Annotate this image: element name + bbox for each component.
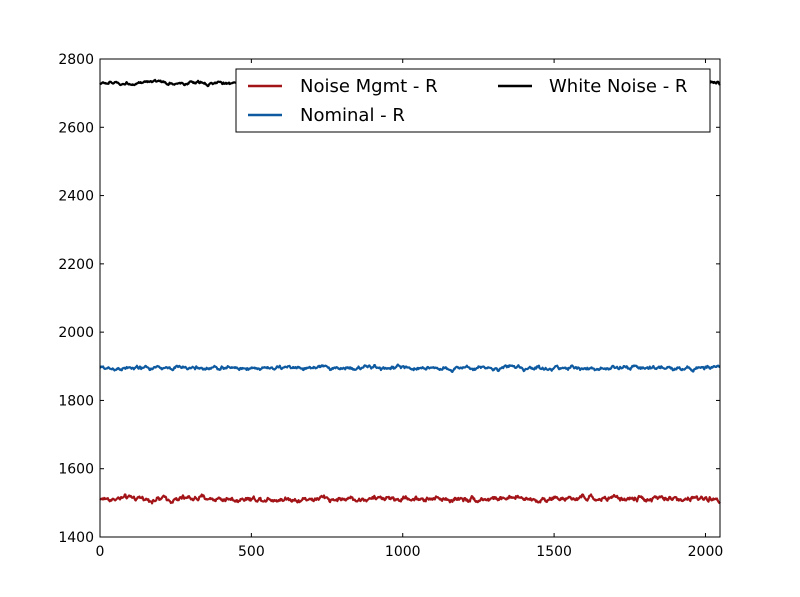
y-tick-label: 2400 bbox=[58, 189, 94, 205]
x-tick-label: 1000 bbox=[385, 544, 421, 560]
y-tick-label: 1800 bbox=[58, 393, 94, 409]
y-tick-label: 2800 bbox=[58, 52, 94, 68]
y-tick-label: 1400 bbox=[58, 530, 94, 546]
ticks-layer: 0 500 1000 1500 2000 1400 1600 1800 2000 2200 2400… bbox=[58, 52, 723, 560]
y-tick-label: 1600 bbox=[58, 462, 94, 478]
x-tick-label: 2000 bbox=[688, 544, 724, 560]
legend-label-nominal: Nominal - R bbox=[300, 105, 405, 126]
x-tick-label: 1500 bbox=[536, 544, 572, 560]
y-tick-label: 2600 bbox=[58, 120, 94, 136]
plot-frame bbox=[99, 58, 721, 538]
x-tick-label: 500 bbox=[238, 544, 265, 560]
series-noise-mgmt-line bbox=[99, 493, 721, 505]
series-nominal-line bbox=[99, 363, 721, 373]
y-tick-label: 2000 bbox=[58, 325, 94, 341]
x-tick-label: 0 bbox=[96, 544, 105, 560]
y-tick-label: 2200 bbox=[58, 257, 94, 273]
legend-label-white-noise: White Noise - R bbox=[549, 76, 687, 97]
legend-box bbox=[235, 68, 711, 133]
legend: Noise Mgmt - R Nominal - R White Noise -… bbox=[235, 68, 711, 133]
legend-label-noise-mgmt: Noise Mgmt - R bbox=[300, 76, 438, 97]
